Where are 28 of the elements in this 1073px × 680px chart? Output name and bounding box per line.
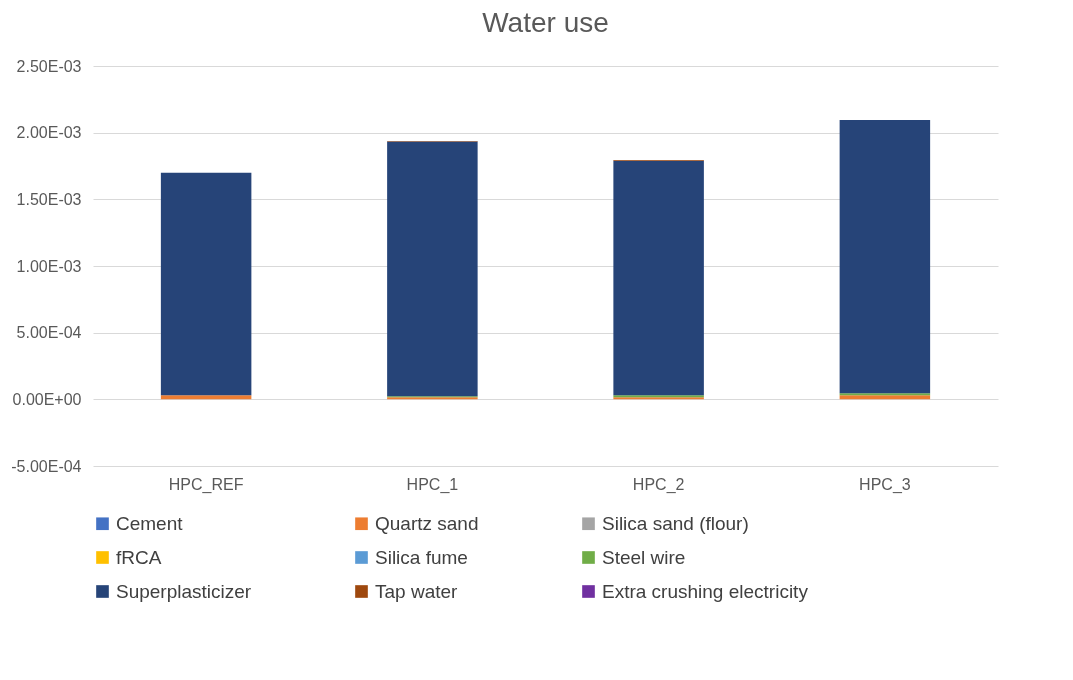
legend-label: Steel wire <box>602 546 686 568</box>
y-tick-label: 0.00E+00 <box>12 390 82 408</box>
x-tick-label: HPC_REF <box>168 475 244 494</box>
bar <box>387 141 478 397</box>
y-tick-label: 2.50E-03 <box>16 57 82 75</box>
x-tick-label: HPC_3 <box>859 475 911 494</box>
x-tick-label: HPC_2 <box>632 475 685 494</box>
y-tick-label: 5.00E-04 <box>16 324 82 342</box>
bar <box>160 395 252 400</box>
legend-label: Quartz sand <box>375 512 479 534</box>
y-tick-label: 1.00E-03 <box>16 257 82 275</box>
legend-label: Tap water <box>375 580 459 602</box>
y-tick-label: 2.00E-03 <box>16 124 82 142</box>
legend-label: Silica fume <box>375 546 468 568</box>
x-tick-label: HPC_1 <box>406 475 459 494</box>
bar <box>839 120 931 394</box>
legend-label: Superplasticizer <box>116 580 252 602</box>
bar <box>839 395 931 400</box>
bar <box>613 160 704 396</box>
bar <box>839 393 931 396</box>
legend-label: fRCA <box>116 546 162 568</box>
legend-label: Extra crushing electricity <box>602 580 809 602</box>
y-tick-label: 1.50E-03 <box>16 190 82 208</box>
y-tick-label: -5.00E-04 <box>11 457 82 475</box>
bar <box>160 172 252 396</box>
legend-label: Cement <box>116 512 184 534</box>
chart-title: Water use <box>482 7 609 38</box>
legend-label: Silica sand (flour) <box>602 512 749 534</box>
